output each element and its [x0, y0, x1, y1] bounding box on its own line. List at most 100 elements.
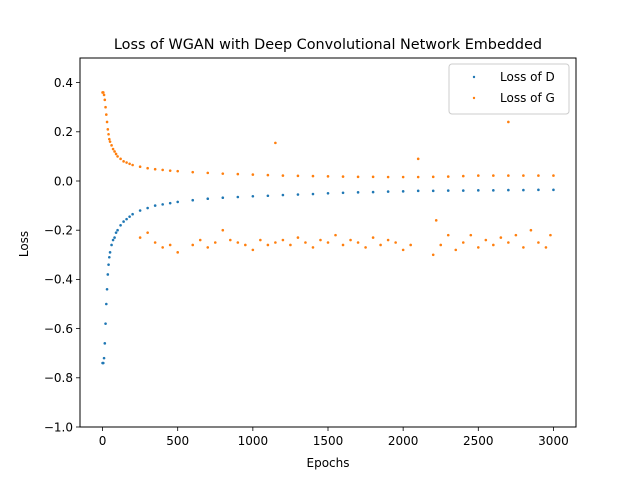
legend-label-loss-of-g: Loss of G: [500, 91, 555, 105]
data-point: [431, 189, 435, 193]
data-point: [168, 201, 172, 205]
data-point: [266, 243, 270, 247]
data-point: [537, 241, 540, 244]
data-point: [251, 194, 255, 198]
x-tick-label: 500: [166, 434, 189, 448]
data-point: [146, 166, 149, 170]
data-point: [296, 174, 300, 178]
y-tick-label: 0.2: [54, 125, 73, 139]
data-point: [356, 191, 360, 194]
y-axis-label: Loss: [17, 231, 31, 257]
data-point: [537, 188, 540, 192]
data-point: [131, 212, 134, 216]
data-point: [221, 228, 225, 232]
series-2: [138, 219, 552, 257]
data-point: [176, 169, 179, 173]
data-point: [113, 236, 116, 239]
data-point: [401, 190, 405, 193]
data-point: [537, 174, 540, 177]
data-point: [146, 206, 149, 210]
data-point: [507, 241, 510, 244]
data-point: [416, 175, 420, 179]
data-point: [108, 255, 111, 259]
data-point: [191, 198, 195, 202]
data-point: [107, 263, 110, 266]
legend-marker-loss-of-d: [472, 75, 476, 79]
data-point: [439, 243, 443, 247]
data-point: [507, 120, 510, 124]
data-point: [128, 215, 131, 218]
data-point: [461, 241, 465, 244]
data-point: [105, 287, 109, 291]
data-point: [446, 175, 450, 178]
y-tick-label: −0.4: [44, 273, 73, 287]
x-axis-label: Epochs: [307, 456, 350, 470]
data-point: [341, 243, 345, 247]
data-point: [311, 246, 315, 249]
data-point: [446, 189, 450, 192]
data-point: [125, 217, 128, 221]
data-point: [409, 243, 412, 247]
chart-title: Loss of WGAN with Deep Convolutional Net…: [114, 37, 542, 53]
data-point: [416, 157, 420, 161]
data-point: [122, 160, 125, 163]
data-point: [274, 241, 277, 244]
data-point: [281, 238, 285, 242]
y-axis: −1.0 −0.8 −0.6 −0.4 −0.2 0.0 0.2 0.4: [44, 76, 80, 434]
legend-label-loss-of-d: Loss of D: [500, 70, 555, 84]
legend-marker-loss-of-g: [472, 96, 476, 100]
legend: Loss of D Loss of G: [448, 63, 570, 115]
data-point: [356, 241, 360, 244]
data-point: [326, 241, 330, 244]
data-point: [266, 173, 270, 177]
data-point: [102, 93, 106, 97]
data-point: [549, 233, 552, 237]
data-point: [114, 152, 118, 156]
data-point: [114, 231, 118, 234]
y-tick-label: −0.8: [44, 371, 73, 385]
data-point: [499, 236, 503, 239]
data-point: [104, 322, 107, 325]
data-point: [104, 105, 107, 109]
data-point: [281, 174, 285, 177]
x-tick-label: 2000: [388, 434, 419, 448]
scatter-marks: [101, 91, 555, 365]
data-point: [492, 189, 495, 192]
legend-box: [448, 63, 570, 115]
data-point: [102, 356, 106, 360]
data-point: [461, 174, 465, 178]
data-point: [371, 236, 375, 239]
data-point: [108, 140, 112, 143]
data-point: [416, 189, 420, 193]
data-point: [146, 231, 149, 234]
data-point: [544, 246, 548, 249]
data-point: [469, 233, 473, 237]
data-point: [529, 228, 533, 232]
data-point: [108, 251, 112, 254]
data-point: [394, 241, 397, 244]
y-tick-label: −0.2: [44, 224, 73, 238]
data-point: [371, 175, 375, 179]
data-point: [454, 248, 458, 252]
data-point: [281, 193, 285, 197]
data-point: [138, 165, 142, 169]
data-point: [386, 238, 390, 242]
data-point: [206, 171, 210, 175]
data-point: [161, 203, 164, 206]
data-point: [434, 219, 438, 222]
data-point: [326, 192, 330, 195]
data-point: [103, 98, 107, 102]
data-point: [161, 246, 164, 249]
data-point: [334, 233, 337, 237]
data-point: [431, 175, 435, 179]
data-point: [105, 120, 109, 124]
data-point: [326, 175, 330, 178]
data-point: [206, 246, 210, 249]
data-point: [244, 243, 247, 247]
x-tick-label: 1500: [313, 434, 344, 448]
data-point: [119, 223, 122, 227]
data-point: [266, 194, 270, 198]
data-point: [461, 189, 465, 192]
data-point: [105, 113, 108, 116]
